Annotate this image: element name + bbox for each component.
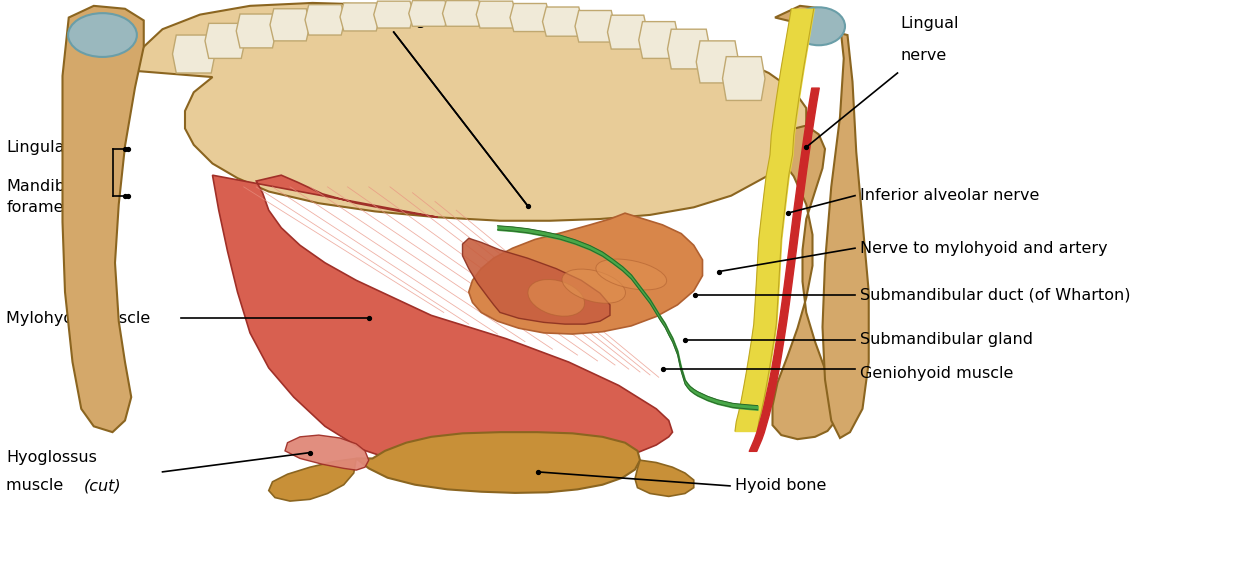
Text: Sublingual gland: Sublingual gland bbox=[326, 13, 461, 28]
Text: Submandibular gland: Submandibular gland bbox=[860, 332, 1032, 347]
Polygon shape bbox=[409, 1, 449, 26]
Polygon shape bbox=[635, 460, 694, 496]
Text: Mylohyoid muscle: Mylohyoid muscle bbox=[6, 311, 150, 326]
Ellipse shape bbox=[596, 259, 666, 290]
Text: Hyoid bone: Hyoid bone bbox=[735, 478, 826, 493]
Polygon shape bbox=[173, 35, 215, 73]
Polygon shape bbox=[510, 4, 550, 32]
Polygon shape bbox=[668, 29, 710, 69]
Polygon shape bbox=[575, 11, 615, 42]
Text: Lingula: Lingula bbox=[6, 140, 65, 155]
Polygon shape bbox=[340, 3, 380, 31]
Ellipse shape bbox=[792, 7, 845, 46]
Polygon shape bbox=[305, 5, 345, 35]
Text: Nerve to mylohyoid and artery: Nerve to mylohyoid and artery bbox=[860, 241, 1108, 256]
Text: foramen: foramen bbox=[6, 200, 74, 215]
Polygon shape bbox=[270, 9, 310, 41]
Ellipse shape bbox=[68, 13, 138, 57]
Text: nerve: nerve bbox=[900, 48, 946, 63]
Polygon shape bbox=[356, 432, 640, 493]
Polygon shape bbox=[213, 175, 672, 472]
Text: Lingual: Lingual bbox=[900, 16, 959, 31]
Polygon shape bbox=[125, 3, 806, 221]
Polygon shape bbox=[269, 458, 356, 501]
Text: (cut): (cut) bbox=[84, 478, 121, 493]
Polygon shape bbox=[608, 15, 648, 49]
Polygon shape bbox=[205, 23, 245, 58]
Polygon shape bbox=[442, 1, 483, 26]
Text: Sublingual gland: Sublingual gland bbox=[326, 6, 461, 22]
Polygon shape bbox=[639, 22, 679, 58]
Text: Mandibular: Mandibular bbox=[6, 179, 96, 194]
Text: Submandibular duct (of Wharton): Submandibular duct (of Wharton) bbox=[860, 287, 1130, 303]
Polygon shape bbox=[469, 213, 702, 334]
Text: Inferior alveolar nerve: Inferior alveolar nerve bbox=[860, 188, 1040, 203]
Text: Hyoglossus: Hyoglossus bbox=[6, 450, 98, 465]
Polygon shape bbox=[542, 7, 582, 36]
Polygon shape bbox=[696, 41, 739, 83]
Polygon shape bbox=[62, 6, 144, 432]
Text: Geniohyoid muscle: Geniohyoid muscle bbox=[860, 366, 1014, 381]
Polygon shape bbox=[285, 435, 369, 470]
Polygon shape bbox=[775, 6, 869, 438]
Polygon shape bbox=[462, 238, 610, 324]
Polygon shape bbox=[374, 1, 414, 28]
Polygon shape bbox=[236, 14, 276, 48]
Text: muscle: muscle bbox=[6, 478, 69, 493]
Polygon shape bbox=[476, 1, 516, 28]
Polygon shape bbox=[772, 126, 838, 439]
Ellipse shape bbox=[562, 269, 625, 303]
Polygon shape bbox=[722, 57, 765, 100]
Ellipse shape bbox=[528, 280, 585, 316]
